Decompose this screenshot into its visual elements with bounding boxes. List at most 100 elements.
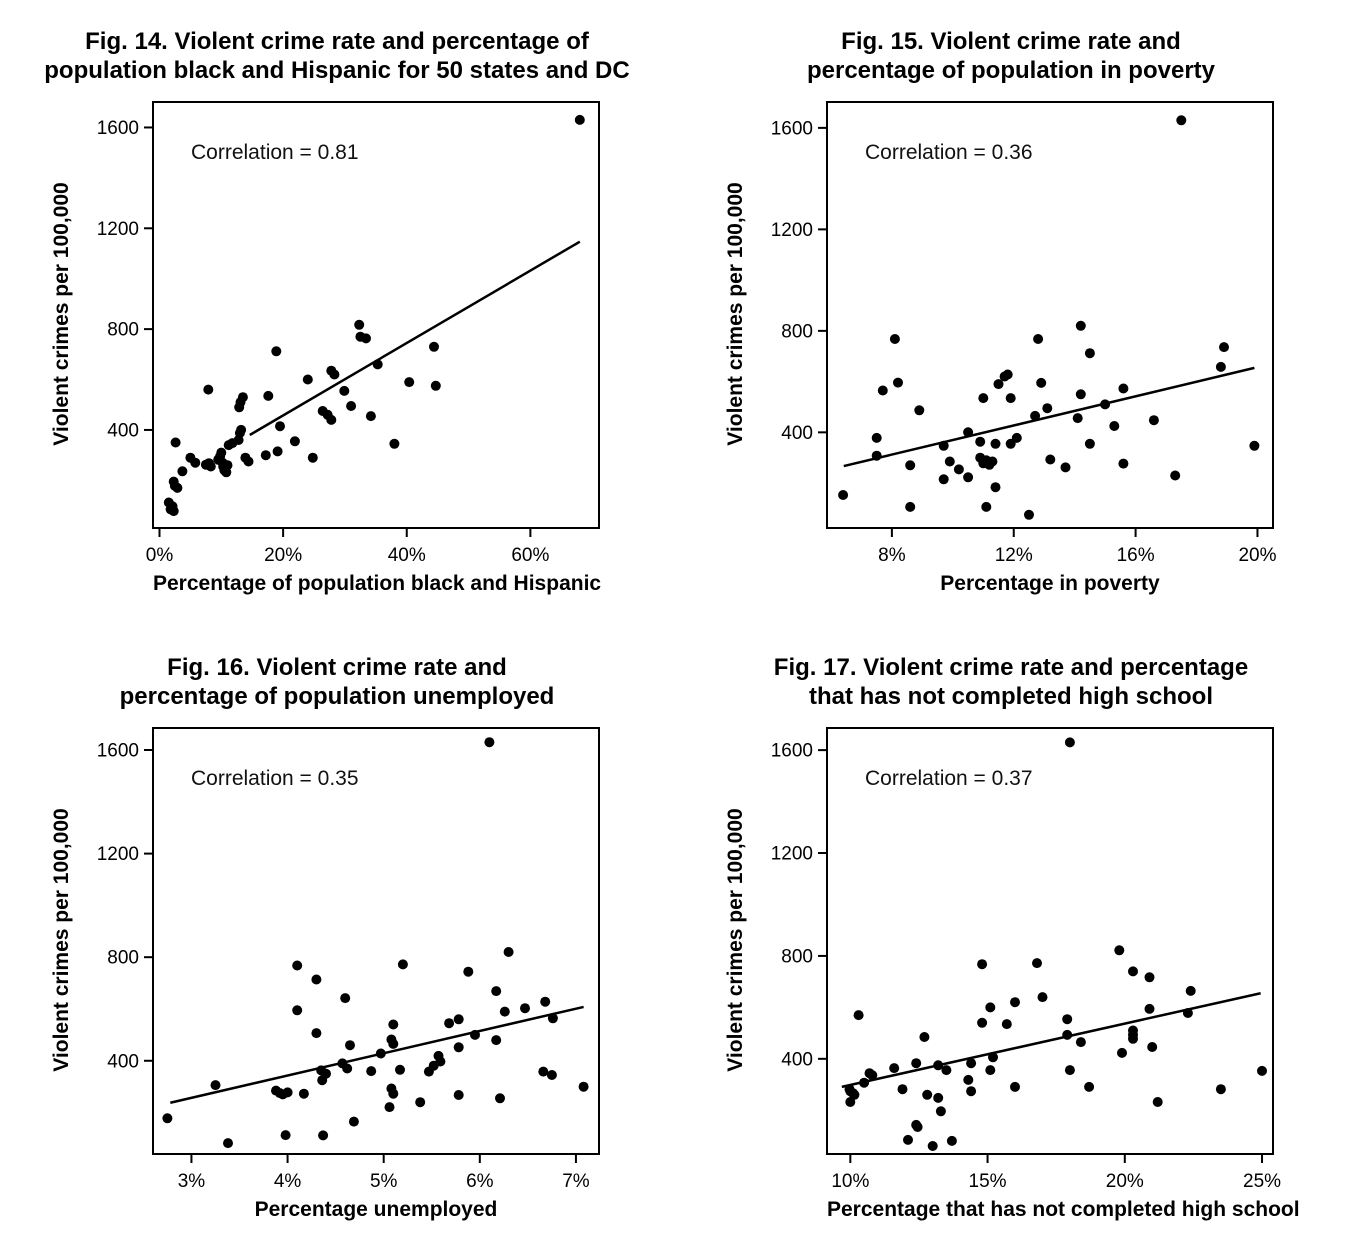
fig15-correlation-annotation: Correlation = 0.36 <box>865 141 1033 164</box>
data-point <box>1042 403 1053 414</box>
fig16-title: Fig. 16. Violent crime rate and percenta… <box>6 653 668 711</box>
data-point <box>1128 966 1138 977</box>
data-point <box>282 1087 293 1098</box>
fig15-x-axis-label: Percentage in poverty <box>940 572 1160 595</box>
data-point <box>271 346 282 357</box>
data-point <box>236 424 247 435</box>
y-tick-label: 800 <box>107 948 139 969</box>
data-point <box>1144 1003 1155 1014</box>
data-point <box>1118 383 1129 394</box>
data-point <box>222 460 233 471</box>
data-point <box>223 1138 233 1149</box>
plot-frame <box>152 727 600 1155</box>
data-point <box>1005 438 1016 449</box>
y-tick-label: 1200 <box>97 219 139 240</box>
data-point <box>1109 421 1120 431</box>
data-point <box>1010 997 1020 1008</box>
fig14-correlation-annotation: Correlation = 0.81 <box>191 141 359 164</box>
data-point <box>1100 399 1111 410</box>
data-point <box>263 390 274 401</box>
data-point <box>237 392 248 403</box>
data-point <box>966 1058 977 1069</box>
data-point <box>1084 438 1095 449</box>
x-tick-label: 10% <box>831 1171 869 1192</box>
y-tick-label: 400 <box>107 1051 139 1072</box>
fig17-correlation-annotation: Correlation = 0.37 <box>865 767 1033 790</box>
data-point <box>933 1060 944 1071</box>
data-point <box>999 371 1010 382</box>
data-point <box>346 401 357 411</box>
y-tick-label: 800 <box>107 320 139 341</box>
data-point <box>889 334 900 344</box>
data-point <box>912 1122 923 1132</box>
fig17-scatter-plot: 400 800 1200 1600 10% 15% 20% 25% <box>771 727 1281 1192</box>
x-tick-label: 0% <box>146 545 174 566</box>
data-point <box>491 986 502 997</box>
data-point <box>203 384 214 395</box>
data-point <box>470 1029 480 1040</box>
data-point <box>326 414 337 425</box>
data-point <box>546 1070 557 1080</box>
fig16-title-line-1: Fig. 16. Violent crime rate and <box>167 654 507 681</box>
data-point <box>993 379 1004 390</box>
data-point <box>384 1102 395 1113</box>
data-point <box>853 1010 864 1021</box>
data-point <box>168 506 179 517</box>
data-point <box>340 993 351 1004</box>
fig15-title: Fig. 15. Violent crime rate and percenta… <box>680 27 1342 85</box>
data-point <box>871 450 882 461</box>
x-tick-label: 15% <box>969 1171 1007 1192</box>
data-point <box>395 1064 405 1075</box>
data-point <box>1060 462 1071 473</box>
data-point <box>1032 958 1042 969</box>
y-tick-label: 1600 <box>771 118 813 139</box>
data-point <box>298 1088 309 1099</box>
data-point <box>404 377 415 388</box>
x-tick-label: 3% <box>178 1171 206 1192</box>
y-tick-label: 1200 <box>771 844 813 865</box>
fig17-title: Fig. 17. Violent crime rate and percenta… <box>680 653 1342 711</box>
data-point <box>1257 1065 1267 1076</box>
data-point <box>453 1090 464 1100</box>
data-point <box>272 446 283 457</box>
y-tick-label: 400 <box>107 420 139 441</box>
data-point <box>985 1002 996 1013</box>
data-point <box>317 1075 328 1086</box>
data-point <box>977 1017 988 1028</box>
data-point <box>429 341 439 352</box>
data-point <box>1185 985 1196 996</box>
data-point <box>365 411 376 422</box>
data-point <box>354 319 365 330</box>
data-point <box>578 1081 589 1092</box>
data-point <box>389 438 400 449</box>
fig17-x-axis-label: Percentage that has not completed high s… <box>827 1198 1300 1221</box>
data-point <box>1219 342 1229 353</box>
fig17-title-line-2: that has not completed high school <box>808 683 1213 710</box>
data-point <box>1084 348 1095 359</box>
fig14-title-line-1: Fig. 14. Violent crime rate and percenta… <box>85 28 589 55</box>
fig16-correlation-annotation: Correlation = 0.35 <box>191 767 359 790</box>
data-point <box>463 966 474 977</box>
data-point <box>415 1097 426 1108</box>
data-point <box>963 1074 974 1085</box>
data-point <box>1148 415 1159 426</box>
x-tick-label: 20% <box>264 545 302 566</box>
data-point <box>1084 1081 1095 1092</box>
data-point <box>1024 509 1034 520</box>
plot-frame <box>826 101 1274 529</box>
data-point <box>345 1040 355 1051</box>
data-point <box>1005 393 1016 404</box>
data-point <box>292 1005 303 1016</box>
data-point <box>428 1060 439 1071</box>
data-point <box>430 380 441 391</box>
fig14-panel: Fig. 14. Violent crime rate and percenta… <box>0 0 674 626</box>
data-point <box>210 1080 221 1091</box>
data-point <box>216 447 227 458</box>
data-point <box>978 393 989 404</box>
y-tick-label: 1200 <box>771 220 813 241</box>
plot-frame <box>826 727 1274 1155</box>
fig17-panel: Fig. 17. Violent crime rate and percenta… <box>674 626 1348 1252</box>
data-point <box>491 1035 502 1046</box>
data-point <box>1030 410 1041 421</box>
fig16-scatter-plot: 400 800 1200 1600 3% 4% 5% 6% 7% <box>97 727 600 1192</box>
